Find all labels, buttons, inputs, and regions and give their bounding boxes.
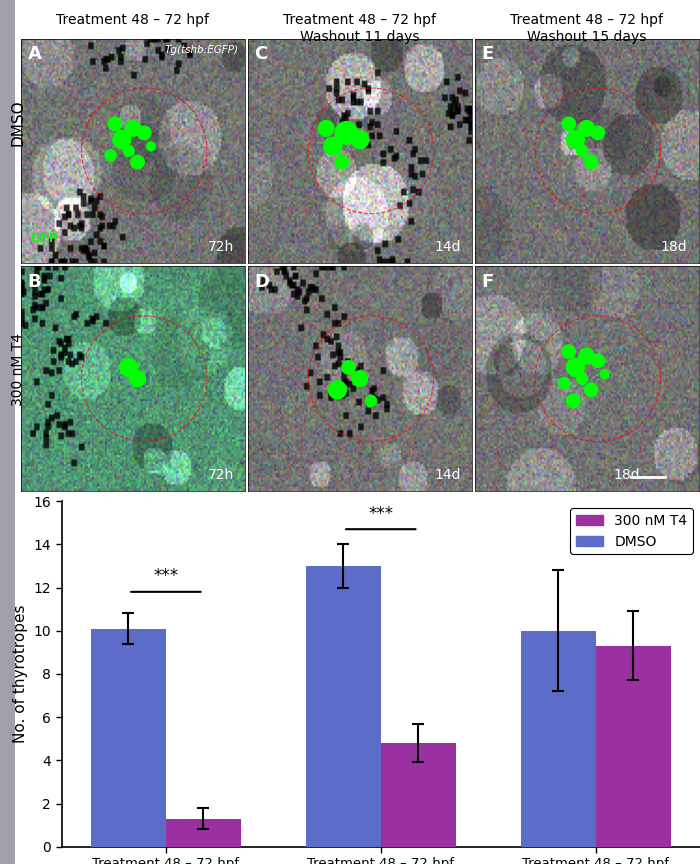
Text: 14d: 14d <box>434 240 461 254</box>
Circle shape <box>559 378 570 389</box>
Circle shape <box>328 381 346 399</box>
Text: D: D <box>255 273 270 291</box>
Circle shape <box>579 121 594 137</box>
Bar <box>596 646 671 847</box>
Circle shape <box>577 373 588 384</box>
Circle shape <box>324 137 342 156</box>
Circle shape <box>342 360 356 374</box>
Text: 14d: 14d <box>434 467 461 482</box>
Text: ***: *** <box>153 568 178 585</box>
Bar <box>381 743 456 847</box>
Circle shape <box>591 354 605 367</box>
Circle shape <box>365 396 377 407</box>
Circle shape <box>335 122 358 144</box>
Circle shape <box>113 130 131 149</box>
Text: 300 nM T4: 300 nM T4 <box>11 333 25 406</box>
Text: 18d: 18d <box>661 240 687 254</box>
Circle shape <box>566 359 584 377</box>
Text: Treatment 48 – 72 hpf
Washout 11 days: Treatment 48 – 72 hpf Washout 11 days <box>284 13 436 44</box>
Text: C: C <box>255 46 268 63</box>
Circle shape <box>335 156 349 168</box>
Circle shape <box>566 394 580 408</box>
Circle shape <box>591 126 605 140</box>
Circle shape <box>584 383 598 397</box>
Circle shape <box>120 359 137 377</box>
Circle shape <box>562 118 575 130</box>
Text: F: F <box>482 273 494 291</box>
Text: 18d: 18d <box>613 467 640 482</box>
Legend: 300 nM T4, DMSO: 300 nM T4, DMSO <box>570 508 693 554</box>
Text: ***: *** <box>368 505 393 523</box>
Circle shape <box>146 142 155 151</box>
Circle shape <box>562 345 575 359</box>
Circle shape <box>105 149 116 161</box>
Text: B: B <box>28 273 41 291</box>
Circle shape <box>318 121 334 137</box>
Circle shape <box>125 121 141 137</box>
Bar <box>521 631 596 847</box>
Bar <box>306 566 381 847</box>
Y-axis label: No. of thyrotropes: No. of thyrotropes <box>13 605 28 743</box>
Text: DMSO: DMSO <box>10 100 26 146</box>
Circle shape <box>108 118 122 130</box>
Circle shape <box>566 130 584 149</box>
Text: E: E <box>482 46 494 63</box>
Text: GFP: GFP <box>30 232 58 245</box>
Text: Treatment 48 – 72 hpf: Treatment 48 – 72 hpf <box>57 13 209 27</box>
Circle shape <box>579 348 594 364</box>
Text: 72h: 72h <box>207 240 234 254</box>
Bar <box>166 819 241 847</box>
Text: A: A <box>28 46 41 63</box>
Circle shape <box>130 371 146 386</box>
Text: Treatment 48 – 72 hpf
Washout 15 days: Treatment 48 – 72 hpf Washout 15 days <box>510 13 663 44</box>
Circle shape <box>131 156 144 168</box>
Circle shape <box>351 130 369 149</box>
Text: 72h: 72h <box>207 467 234 482</box>
Circle shape <box>600 370 609 378</box>
Text: Tg(tshb:EGFP): Tg(tshb:EGFP) <box>164 46 238 55</box>
Circle shape <box>123 145 134 156</box>
Bar <box>90 629 166 847</box>
Circle shape <box>137 126 151 140</box>
Circle shape <box>352 371 368 386</box>
Circle shape <box>584 156 598 168</box>
Circle shape <box>577 145 588 156</box>
